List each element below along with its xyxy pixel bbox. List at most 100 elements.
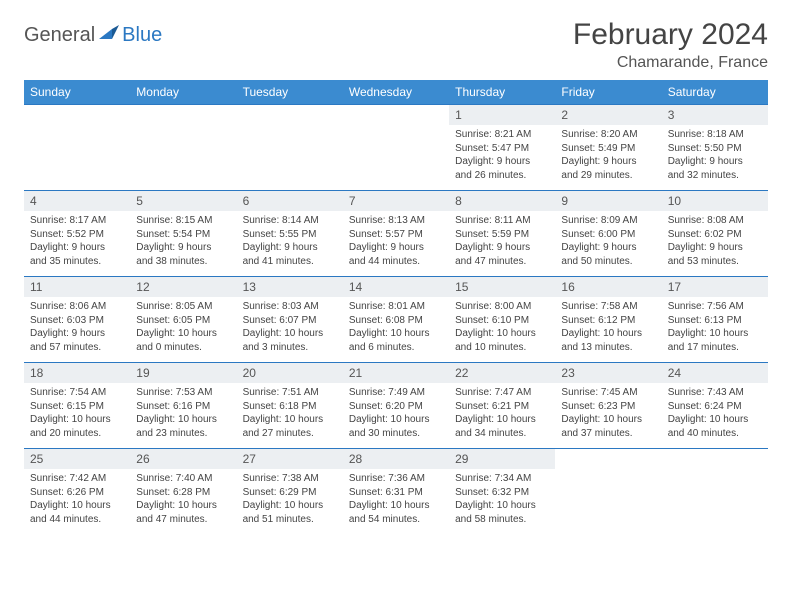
day-details: Sunrise: 8:05 AMSunset: 6:05 PMDaylight:… — [130, 297, 236, 358]
day-header: Friday — [555, 80, 661, 105]
day-number: 13 — [237, 277, 343, 297]
calendar-cell: 21Sunrise: 7:49 AMSunset: 6:20 PMDayligh… — [343, 363, 449, 449]
daylight-text: Daylight: 9 hours — [136, 241, 230, 255]
sunset-text: Sunset: 6:18 PM — [243, 400, 337, 414]
day-details: Sunrise: 8:11 AMSunset: 5:59 PMDaylight:… — [449, 211, 555, 272]
day-number: 4 — [24, 191, 130, 211]
day-details: Sunrise: 7:56 AMSunset: 6:13 PMDaylight:… — [662, 297, 768, 358]
day-details: Sunrise: 7:40 AMSunset: 6:28 PMDaylight:… — [130, 469, 236, 530]
day-details: Sunrise: 8:17 AMSunset: 5:52 PMDaylight:… — [24, 211, 130, 272]
day-number: 15 — [449, 277, 555, 297]
sunrise-text: Sunrise: 7:49 AM — [349, 386, 443, 400]
daylight-text: Daylight: 10 hours — [136, 499, 230, 513]
sunset-text: Sunset: 6:00 PM — [561, 228, 655, 242]
sunset-text: Sunset: 6:16 PM — [136, 400, 230, 414]
daylight-text: and 20 minutes. — [30, 427, 124, 441]
daylight-text: and 13 minutes. — [561, 341, 655, 355]
day-details: Sunrise: 7:49 AMSunset: 6:20 PMDaylight:… — [343, 383, 449, 444]
daylight-text: Daylight: 9 hours — [30, 241, 124, 255]
sunrise-text: Sunrise: 8:05 AM — [136, 300, 230, 314]
day-details: Sunrise: 8:13 AMSunset: 5:57 PMDaylight:… — [343, 211, 449, 272]
sunrise-text: Sunrise: 7:36 AM — [349, 472, 443, 486]
logo-text-blue: Blue — [122, 24, 162, 47]
month-title: February 2024 — [573, 18, 768, 52]
sunrise-text: Sunrise: 7:51 AM — [243, 386, 337, 400]
sunrise-text: Sunrise: 8:08 AM — [668, 214, 762, 228]
sunrise-text: Sunrise: 8:15 AM — [136, 214, 230, 228]
daylight-text: Daylight: 10 hours — [455, 327, 549, 341]
calendar-cell: 17Sunrise: 7:56 AMSunset: 6:13 PMDayligh… — [662, 277, 768, 363]
calendar-cell — [237, 105, 343, 191]
daylight-text: Daylight: 10 hours — [30, 413, 124, 427]
sunset-text: Sunset: 6:03 PM — [30, 314, 124, 328]
sunrise-text: Sunrise: 7:47 AM — [455, 386, 549, 400]
calendar-week-row: 18Sunrise: 7:54 AMSunset: 6:15 PMDayligh… — [24, 363, 768, 449]
calendar-cell: 15Sunrise: 8:00 AMSunset: 6:10 PMDayligh… — [449, 277, 555, 363]
day-details: Sunrise: 8:14 AMSunset: 5:55 PMDaylight:… — [237, 211, 343, 272]
day-number: 1 — [449, 105, 555, 125]
day-header: Monday — [130, 80, 236, 105]
sunrise-text: Sunrise: 7:42 AM — [30, 472, 124, 486]
sunrise-text: Sunrise: 8:00 AM — [455, 300, 549, 314]
calendar-cell: 19Sunrise: 7:53 AMSunset: 6:16 PMDayligh… — [130, 363, 236, 449]
day-number: 11 — [24, 277, 130, 297]
daylight-text: Daylight: 9 hours — [455, 155, 549, 169]
daylight-text: Daylight: 9 hours — [668, 241, 762, 255]
day-number: 2 — [555, 105, 661, 125]
sunrise-text: Sunrise: 7:53 AM — [136, 386, 230, 400]
daylight-text: Daylight: 9 hours — [668, 155, 762, 169]
daylight-text: and 57 minutes. — [30, 341, 124, 355]
daylight-text: and 29 minutes. — [561, 169, 655, 183]
calendar-cell: 10Sunrise: 8:08 AMSunset: 6:02 PMDayligh… — [662, 191, 768, 277]
day-number: 19 — [130, 363, 236, 383]
sunrise-text: Sunrise: 7:58 AM — [561, 300, 655, 314]
day-number: 10 — [662, 191, 768, 211]
calendar-cell: 22Sunrise: 7:47 AMSunset: 6:21 PMDayligh… — [449, 363, 555, 449]
calendar-cell — [343, 105, 449, 191]
sunset-text: Sunset: 5:54 PM — [136, 228, 230, 242]
day-header: Thursday — [449, 80, 555, 105]
daylight-text: and 34 minutes. — [455, 427, 549, 441]
daylight-text: and 35 minutes. — [30, 255, 124, 269]
sunset-text: Sunset: 6:12 PM — [561, 314, 655, 328]
sunrise-text: Sunrise: 7:54 AM — [30, 386, 124, 400]
daylight-text: and 30 minutes. — [349, 427, 443, 441]
sunset-text: Sunset: 6:05 PM — [136, 314, 230, 328]
day-header-row: Sunday Monday Tuesday Wednesday Thursday… — [24, 80, 768, 105]
daylight-text: Daylight: 10 hours — [349, 413, 443, 427]
daylight-text: Daylight: 9 hours — [243, 241, 337, 255]
calendar-cell: 13Sunrise: 8:03 AMSunset: 6:07 PMDayligh… — [237, 277, 343, 363]
daylight-text: and 44 minutes. — [30, 513, 124, 527]
day-number: 28 — [343, 449, 449, 469]
day-header: Tuesday — [237, 80, 343, 105]
daylight-text: and 40 minutes. — [668, 427, 762, 441]
daylight-text: and 23 minutes. — [136, 427, 230, 441]
sunset-text: Sunset: 5:55 PM — [243, 228, 337, 242]
calendar-cell: 6Sunrise: 8:14 AMSunset: 5:55 PMDaylight… — [237, 191, 343, 277]
calendar-cell: 20Sunrise: 7:51 AMSunset: 6:18 PMDayligh… — [237, 363, 343, 449]
daylight-text: and 54 minutes. — [349, 513, 443, 527]
calendar-cell: 1Sunrise: 8:21 AMSunset: 5:47 PMDaylight… — [449, 105, 555, 191]
sunrise-text: Sunrise: 8:03 AM — [243, 300, 337, 314]
calendar-cell: 18Sunrise: 7:54 AMSunset: 6:15 PMDayligh… — [24, 363, 130, 449]
day-number: 25 — [24, 449, 130, 469]
calendar-cell — [662, 449, 768, 535]
sunrise-text: Sunrise: 8:20 AM — [561, 128, 655, 142]
daylight-text: and 58 minutes. — [455, 513, 549, 527]
sunset-text: Sunset: 6:21 PM — [455, 400, 549, 414]
sunrise-text: Sunrise: 8:01 AM — [349, 300, 443, 314]
sunrise-text: Sunrise: 7:40 AM — [136, 472, 230, 486]
title-block: February 2024 Chamarande, France — [573, 18, 768, 72]
daylight-text: and 3 minutes. — [243, 341, 337, 355]
sunrise-text: Sunrise: 8:17 AM — [30, 214, 124, 228]
location: Chamarande, France — [573, 54, 768, 72]
daylight-text: Daylight: 9 hours — [30, 327, 124, 341]
day-number: 27 — [237, 449, 343, 469]
daylight-text: Daylight: 10 hours — [243, 327, 337, 341]
day-details: Sunrise: 8:08 AMSunset: 6:02 PMDaylight:… — [662, 211, 768, 272]
daylight-text: and 37 minutes. — [561, 427, 655, 441]
day-number: 24 — [662, 363, 768, 383]
calendar-week-row: 25Sunrise: 7:42 AMSunset: 6:26 PMDayligh… — [24, 449, 768, 535]
daylight-text: Daylight: 10 hours — [243, 499, 337, 513]
sunset-text: Sunset: 6:08 PM — [349, 314, 443, 328]
